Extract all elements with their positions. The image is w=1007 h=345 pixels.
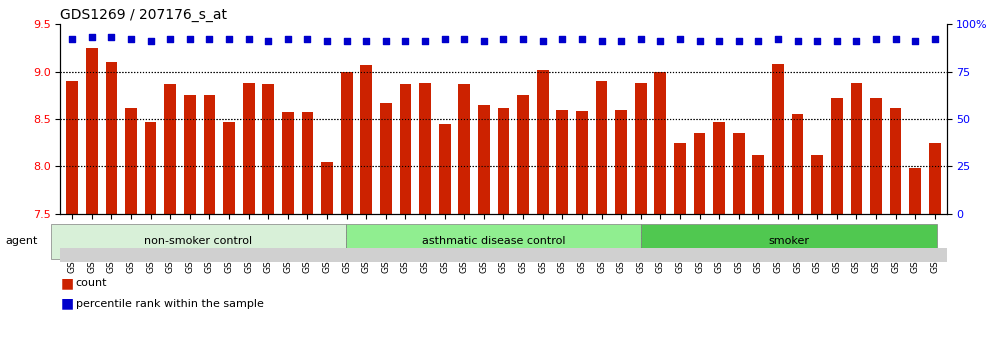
Bar [713,122,725,345]
Bar [733,133,744,345]
Point [789,38,806,44]
Point [221,37,237,42]
Bar [851,83,862,345]
Text: non-smoker control: non-smoker control [144,237,253,246]
Point [417,38,433,44]
Bar [340,71,352,345]
Bar [282,112,294,345]
Point [750,38,766,44]
Bar [909,168,921,345]
Bar [106,62,117,345]
Bar [125,108,137,345]
Point [535,38,551,44]
Text: percentile rank within the sample: percentile rank within the sample [76,299,264,308]
Point [378,38,394,44]
Point [123,37,139,42]
Bar [518,95,529,345]
Bar [439,124,450,345]
Text: smoker: smoker [768,237,810,246]
Bar [380,103,392,345]
Point [495,37,512,42]
Point [456,37,472,42]
Point [84,35,100,40]
Text: asthmatic disease control: asthmatic disease control [422,237,565,246]
Point [692,38,708,44]
Point [653,38,669,44]
Bar [497,108,510,345]
Point [241,37,257,42]
Bar [419,83,431,345]
Bar [400,84,411,345]
Point [554,37,570,42]
Bar [694,133,706,345]
Bar [557,110,568,345]
Point [299,37,315,42]
Text: ■: ■ [60,276,74,290]
Bar [321,162,333,345]
Point [143,38,159,44]
Point [672,37,688,42]
Bar [792,114,804,345]
Bar [145,122,156,345]
Bar [831,98,843,345]
Point [632,37,649,42]
Bar [890,108,901,345]
Bar [655,71,667,345]
Point [593,38,609,44]
Point [201,37,218,42]
Bar [86,48,98,345]
Bar [66,81,79,345]
Point [260,38,276,44]
Point [280,37,296,42]
Bar [203,95,215,345]
Bar [634,83,646,345]
Point [515,37,531,42]
Text: count: count [76,278,107,288]
Bar [772,64,783,345]
Point [181,37,197,42]
Bar [184,95,195,345]
Bar [576,111,588,345]
Bar [596,81,607,345]
Point [437,37,453,42]
Bar [301,112,313,345]
Point [848,38,864,44]
Bar [263,84,274,345]
Point [731,38,747,44]
Bar [870,98,882,345]
Bar [361,65,373,345]
Bar [164,84,176,345]
Point [868,37,884,42]
Bar [458,84,470,345]
Point [926,37,943,42]
Text: agent: agent [5,237,37,246]
Point [64,37,81,42]
Bar [752,155,764,345]
Text: ■: ■ [60,297,74,310]
Point [476,38,492,44]
Point [398,38,414,44]
Point [162,37,178,42]
Bar [224,122,235,345]
Point [907,38,923,44]
Bar [537,70,549,345]
Point [338,38,354,44]
Point [319,38,335,44]
Text: GDS1269 / 207176_s_at: GDS1269 / 207176_s_at [60,8,228,22]
Point [104,35,120,40]
Point [810,38,826,44]
Point [358,38,375,44]
Point [711,38,727,44]
Point [770,37,786,42]
Bar [928,143,941,345]
Bar [674,143,686,345]
Point [574,37,590,42]
Bar [615,110,627,345]
Point [613,38,629,44]
Point [829,38,845,44]
Bar [243,83,255,345]
Bar [478,105,489,345]
Bar [812,155,823,345]
Point [887,37,903,42]
